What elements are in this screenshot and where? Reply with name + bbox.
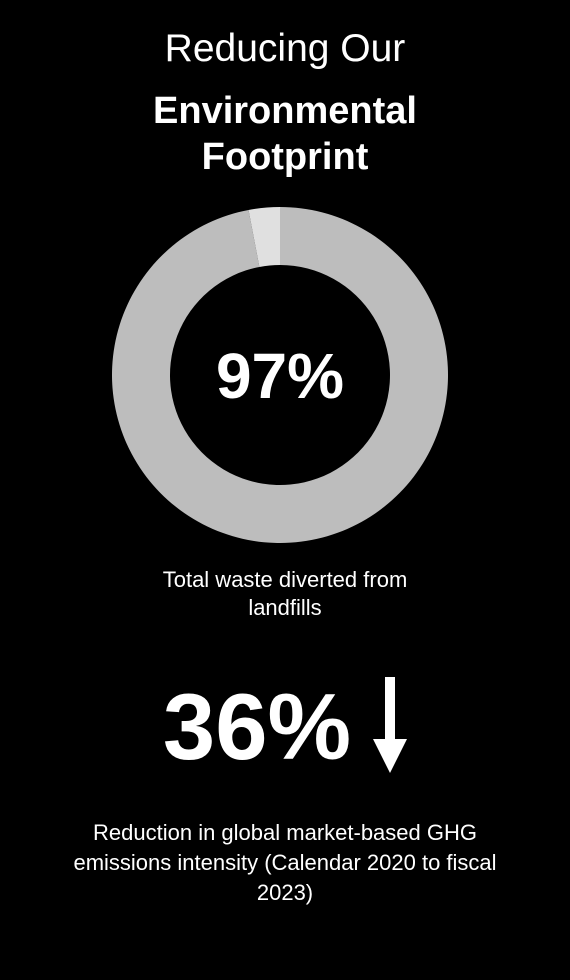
donut-slice-diverted — [112, 207, 449, 543]
title-line-2-text: Environmental Footprint — [153, 90, 417, 178]
waste-donut-chart — [112, 207, 449, 543]
emissions-caption: Reduction in global market-based GHG emi… — [0, 818, 570, 908]
emissions-stat-value: 36% — [162, 674, 352, 779]
waste-caption: Total waste diverted from landfills — [0, 566, 570, 622]
donut-center-label: 97% — [215, 340, 345, 412]
waste-caption-text: Total waste diverted from landfills — [162, 567, 408, 620]
emissions-stat: 36% — [0, 672, 570, 782]
title-line-1: Reducing Our — [164, 27, 406, 70]
emissions-caption-text: Reduction in global market-based GHG emi… — [73, 820, 497, 905]
title-line-2: Environmental Footprint — [0, 88, 570, 180]
down-arrow-icon — [373, 676, 408, 778]
donut-slice-remainder — [248, 207, 280, 267]
